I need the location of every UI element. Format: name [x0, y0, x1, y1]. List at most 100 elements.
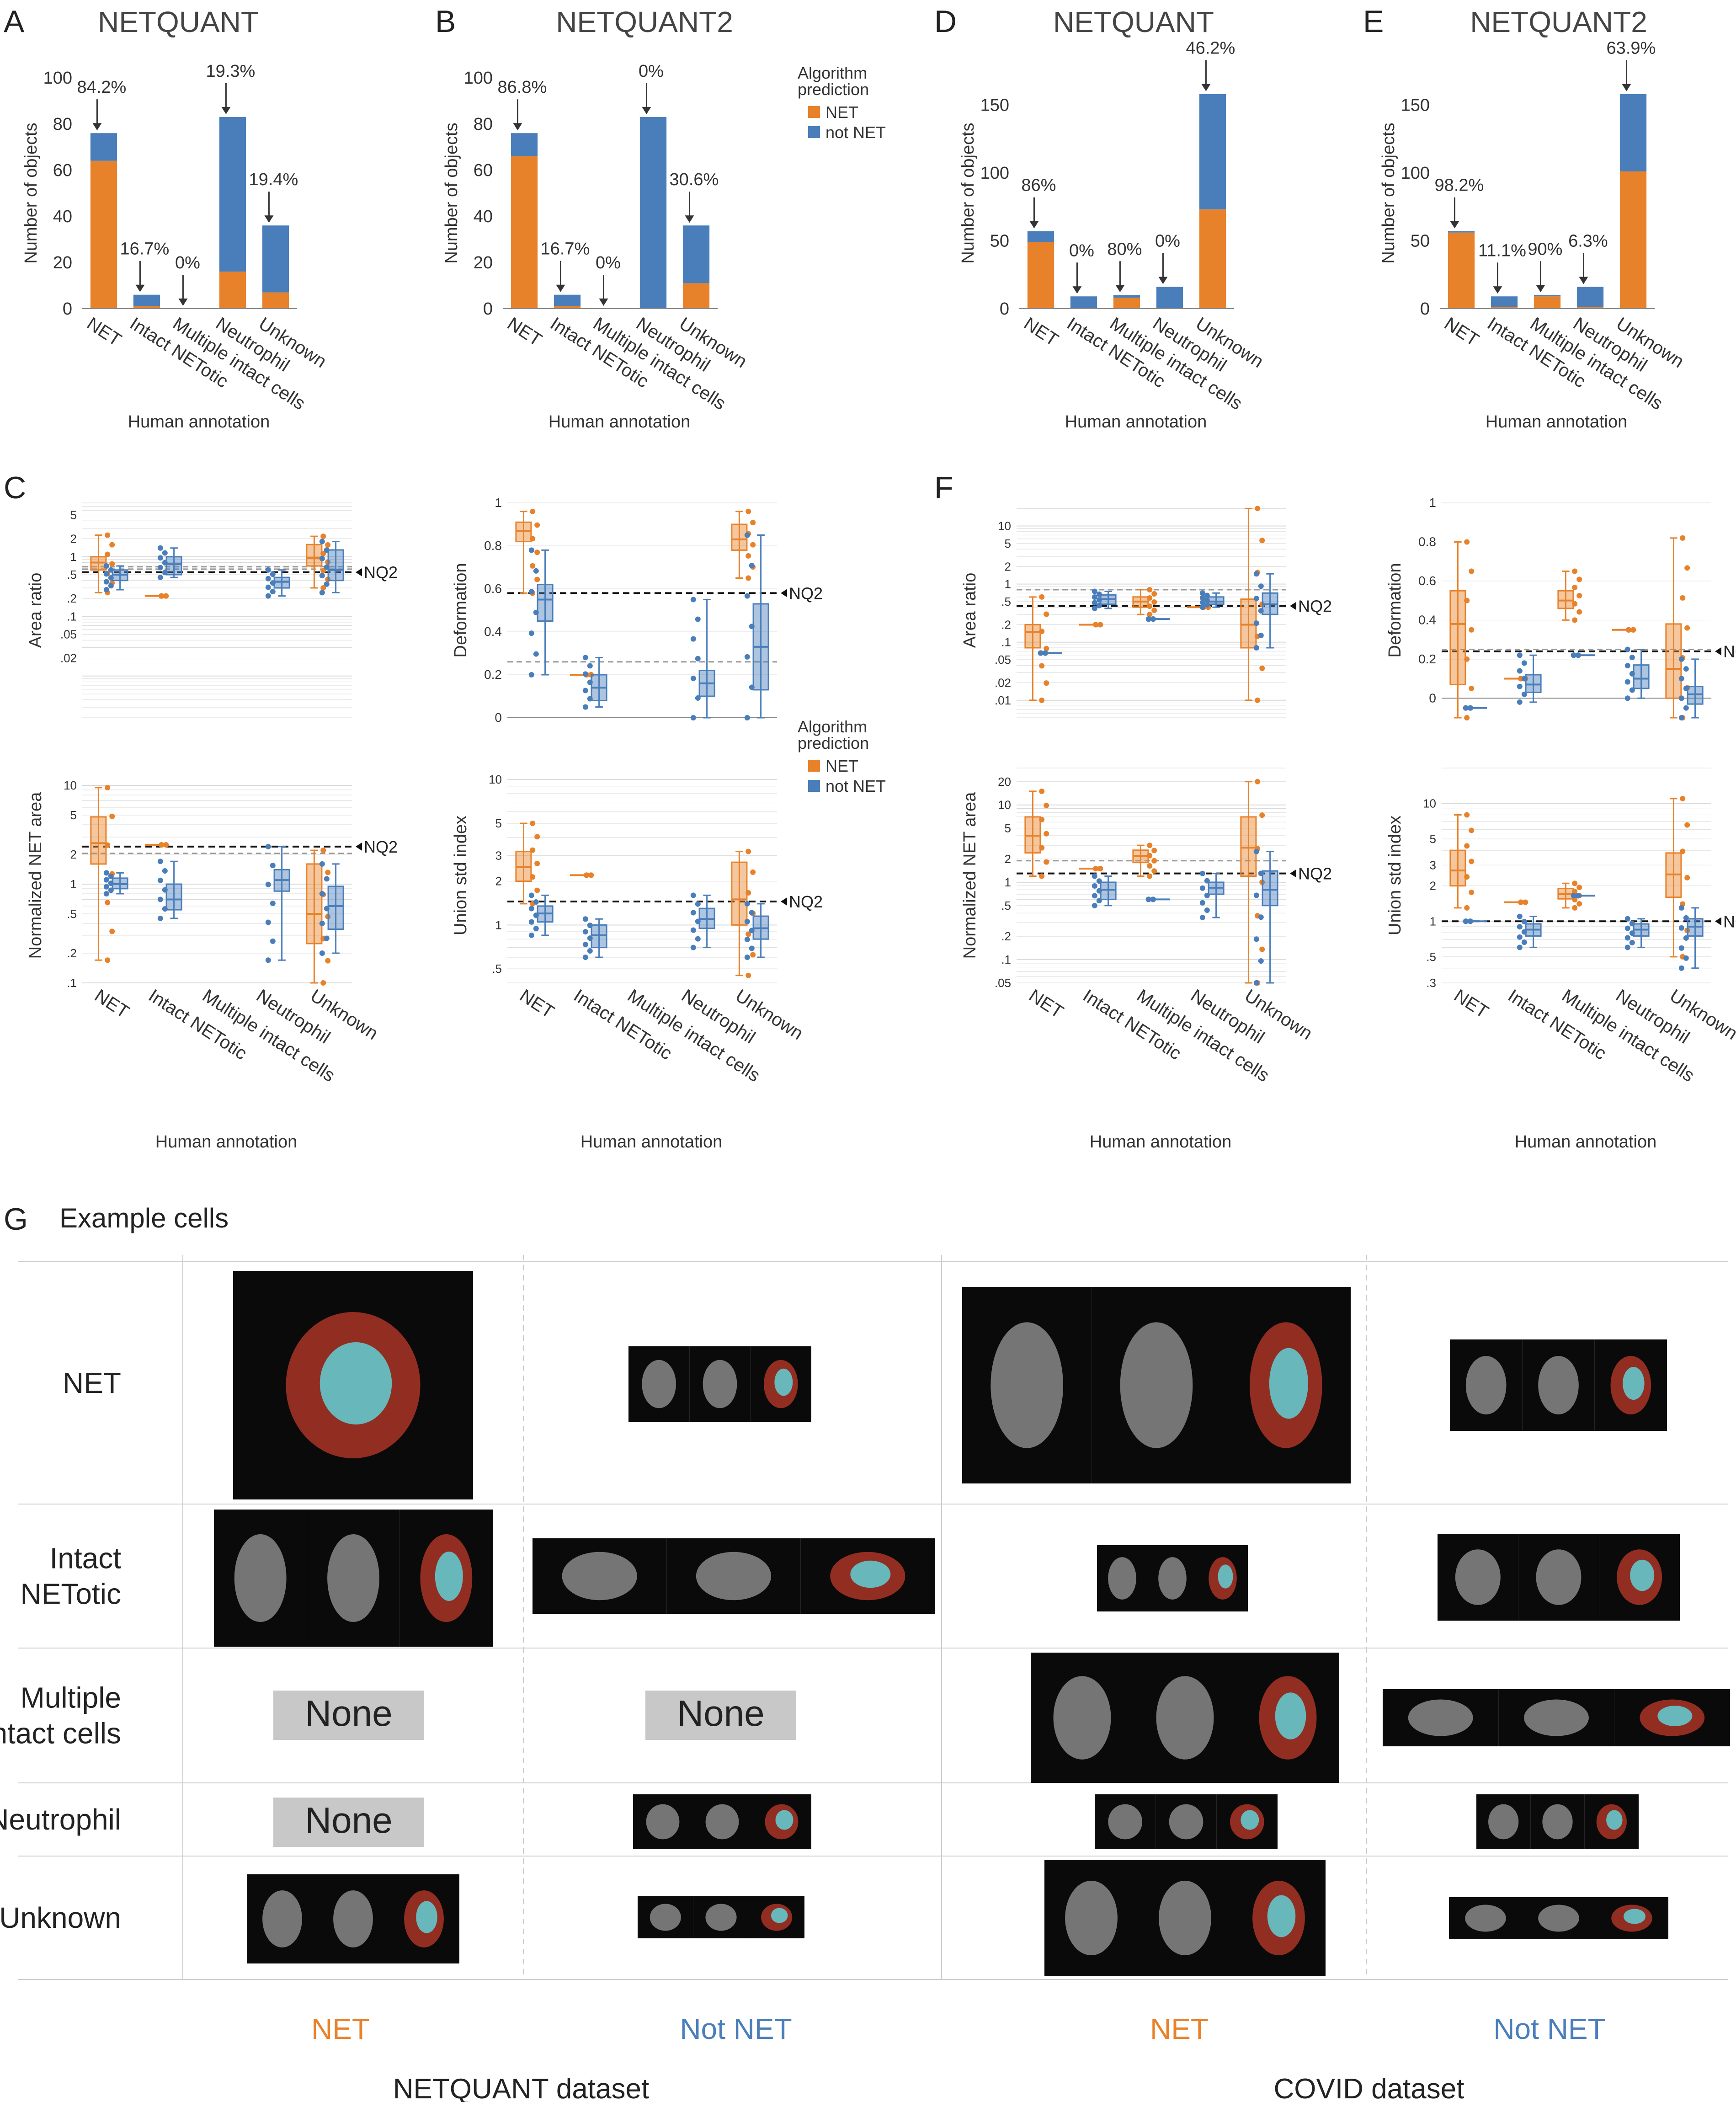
data-point — [162, 550, 168, 556]
data-point — [265, 919, 271, 925]
bar-annotation: 0% — [639, 62, 664, 81]
data-point — [1521, 660, 1527, 666]
legend-label-not-net-b: not NET — [825, 777, 886, 795]
x-tick-label: NET — [83, 314, 125, 350]
data-point — [528, 589, 534, 595]
y-tick-label: 10 — [489, 773, 502, 786]
cell-blob — [1542, 1804, 1573, 1840]
y-tick-label: .01 — [995, 694, 1011, 707]
y-tick-label: .5 — [492, 962, 502, 976]
data-point — [744, 936, 750, 942]
y-tick-label: 0.6 — [484, 582, 502, 596]
box-iqr — [731, 861, 748, 926]
data-point — [324, 564, 330, 570]
y-tick-label: 20 — [998, 775, 1011, 789]
data-point — [325, 958, 331, 964]
data-point — [1678, 965, 1684, 971]
data-point — [1521, 676, 1527, 682]
cell-blob — [562, 1552, 637, 1601]
data-point — [1147, 863, 1153, 869]
box-iqr — [1449, 849, 1466, 887]
y-tick-label: .05 — [995, 653, 1011, 667]
y-tick-label: .02 — [60, 651, 77, 665]
row-label: NETotic — [21, 1578, 122, 1611]
bar-annotation: 0% — [1069, 241, 1094, 260]
y-tick-label: 20 — [474, 253, 493, 272]
nq2-arrow — [781, 589, 787, 598]
data-point — [1092, 600, 1097, 606]
y-tick-label: 0 — [63, 299, 72, 319]
bar-annotation: 84.2% — [77, 78, 127, 97]
cell-blob — [1169, 1804, 1203, 1840]
cell-blob — [990, 1322, 1064, 1448]
data-point — [746, 931, 751, 937]
y-axis-label: Union std index — [451, 816, 470, 935]
data-point — [1199, 870, 1205, 876]
data-point — [582, 688, 588, 694]
data-point — [1576, 901, 1582, 907]
data-point — [105, 551, 111, 557]
y-tick-label: 5 — [1430, 832, 1436, 846]
bar-net — [1113, 298, 1140, 309]
data-point — [1253, 596, 1259, 602]
panel-letter-f: F — [934, 470, 953, 505]
y-tick-label: .05 — [60, 628, 77, 641]
bar-not-net — [1534, 295, 1561, 297]
y-tick-label: .02 — [995, 676, 1011, 690]
y-tick-label: 1 — [70, 550, 77, 564]
data-point — [1575, 893, 1581, 899]
data-point — [1151, 858, 1157, 864]
cell-blob — [1465, 1905, 1506, 1932]
data-point — [1469, 890, 1475, 896]
data-point — [582, 655, 588, 661]
data-point — [1092, 606, 1097, 612]
annotation-arrow-head — [264, 215, 274, 223]
data-point — [270, 580, 276, 586]
data-point — [1626, 627, 1632, 633]
example-cell-image — [638, 1896, 804, 1938]
data-point — [157, 575, 163, 581]
data-point — [324, 547, 330, 553]
data-point — [1467, 705, 1473, 711]
x-axis-label: Human annotation — [1486, 412, 1628, 432]
data-point — [749, 563, 755, 569]
cell-blob — [327, 1534, 379, 1622]
y-axis-label: Area ratio — [26, 573, 45, 648]
data-point — [105, 532, 111, 538]
data-point — [320, 980, 326, 986]
cell-blob — [1465, 1356, 1507, 1414]
data-point — [1096, 898, 1102, 904]
y-tick-label: .5 — [1001, 899, 1011, 912]
data-point — [1092, 588, 1097, 594]
cell-blob — [705, 1904, 737, 1931]
y-tick-label: 5 — [70, 808, 77, 822]
data-point — [265, 843, 271, 849]
data-point — [1147, 603, 1153, 609]
bar-annotation: 19.3% — [206, 62, 256, 81]
data-point — [1039, 697, 1045, 703]
x-axis-label: Human annotation — [1090, 1132, 1232, 1152]
data-point — [1092, 883, 1097, 889]
data-point — [1517, 652, 1523, 658]
data-point — [695, 901, 701, 907]
panel-letter-d: D — [934, 4, 957, 39]
data-point — [1039, 788, 1045, 794]
data-point — [1259, 665, 1265, 671]
annotation-arrow-head — [178, 299, 188, 306]
data-point — [690, 910, 696, 916]
bar-net — [1491, 307, 1518, 309]
data-point — [744, 901, 750, 907]
y-tick-label: 100 — [980, 164, 1009, 183]
bar-not-net — [1070, 296, 1097, 309]
y-tick-label: 10 — [998, 519, 1011, 533]
bar-not-net — [1576, 287, 1604, 308]
data-point — [1572, 905, 1578, 911]
data-point — [265, 957, 271, 963]
data-point — [695, 695, 701, 701]
legend-title-line1: Algorithm — [798, 64, 867, 82]
cell-blob — [1108, 1804, 1143, 1840]
data-point — [746, 508, 751, 514]
data-point — [1576, 592, 1582, 598]
